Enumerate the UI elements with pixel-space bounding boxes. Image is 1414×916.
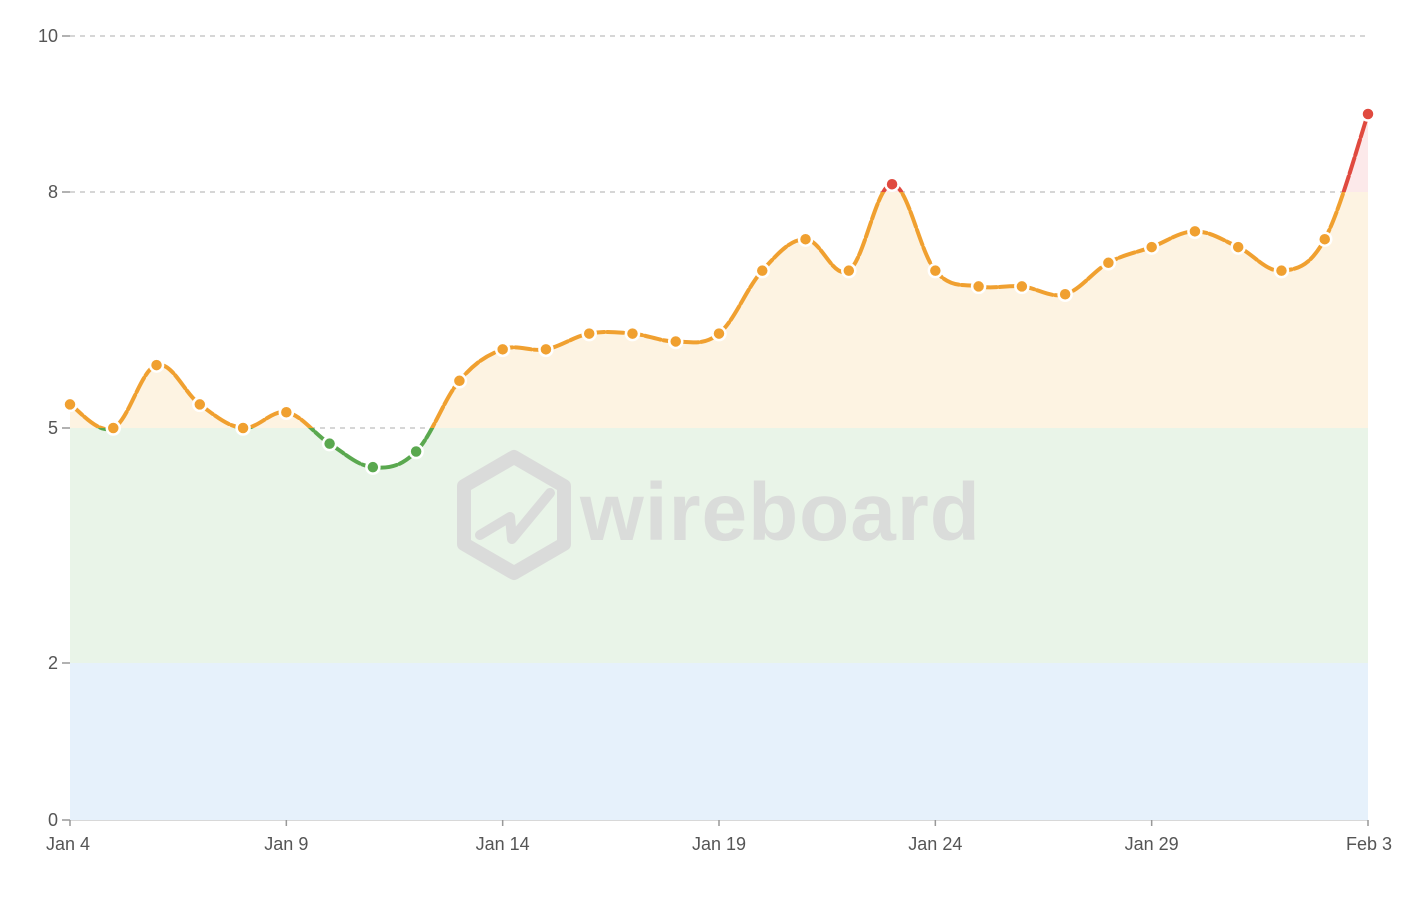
wireboard-watermark: wireboard bbox=[457, 450, 981, 580]
data-point[interactable] bbox=[667, 333, 684, 350]
x-tick-label: Jan 19 bbox=[692, 834, 746, 854]
data-point[interactable] bbox=[581, 325, 597, 342]
data-point[interactable] bbox=[1100, 255, 1117, 271]
data-point[interactable] bbox=[1230, 239, 1246, 255]
data-point[interactable] bbox=[321, 435, 338, 452]
data-point[interactable] bbox=[192, 396, 208, 413]
data-point[interactable] bbox=[711, 325, 727, 342]
y-axis-ticks: 0 2 5 8 10 bbox=[38, 26, 58, 830]
data-point[interactable] bbox=[1360, 106, 1376, 122]
y-tick-label: 5 bbox=[48, 418, 58, 438]
data-point[interactable] bbox=[148, 357, 165, 373]
y-tick-label: 10 bbox=[38, 26, 58, 46]
series-points bbox=[62, 106, 1376, 475]
data-point[interactable] bbox=[884, 176, 900, 192]
y-tick-label: 0 bbox=[48, 810, 58, 830]
data-point[interactable] bbox=[624, 325, 641, 342]
x-tick-label: Feb 3 bbox=[1346, 834, 1392, 854]
y-tick-label: 8 bbox=[48, 182, 58, 202]
band-2 bbox=[70, 192, 1368, 428]
data-point[interactable] bbox=[970, 278, 987, 295]
data-point[interactable] bbox=[1273, 262, 1290, 279]
data-point[interactable] bbox=[841, 262, 857, 279]
band-3 bbox=[70, 114, 1368, 192]
band-0 bbox=[70, 663, 1368, 820]
x-tick-label: Jan 4 bbox=[46, 834, 90, 854]
x-tick-label: Jan 29 bbox=[1125, 834, 1179, 854]
watermark-text: wireboard bbox=[579, 467, 981, 558]
wireboard-logo-icon bbox=[457, 450, 571, 580]
data-point[interactable] bbox=[235, 420, 251, 436]
data-point[interactable] bbox=[754, 262, 771, 279]
y-tick-label: 2 bbox=[48, 653, 58, 673]
data-point[interactable] bbox=[365, 459, 381, 475]
data-point[interactable] bbox=[1143, 239, 1160, 255]
data-point[interactable] bbox=[538, 341, 554, 358]
data-point[interactable] bbox=[1057, 286, 1073, 303]
data-point[interactable] bbox=[408, 443, 424, 460]
data-point[interactable] bbox=[62, 396, 78, 413]
band-1 bbox=[70, 428, 1368, 663]
x-tick-label: Jan 14 bbox=[476, 834, 530, 854]
data-point[interactable] bbox=[278, 404, 295, 421]
x-tick-label: Jan 24 bbox=[908, 834, 962, 854]
data-point[interactable] bbox=[494, 341, 511, 358]
data-point[interactable] bbox=[797, 231, 814, 247]
x-tick-label: Jan 9 bbox=[264, 834, 308, 854]
data-point[interactable] bbox=[451, 373, 468, 389]
x-axis-ticks: Jan 4 Jan 9 Jan 14 Jan 19 Jan 24 Jan 29 Feb 3 bbox=[46, 820, 1392, 854]
data-point[interactable] bbox=[1187, 223, 1203, 240]
data-point[interactable] bbox=[1316, 231, 1333, 247]
data-point[interactable] bbox=[105, 420, 122, 436]
data-point[interactable] bbox=[927, 262, 944, 279]
area-fill bbox=[70, 114, 1368, 820]
data-point[interactable] bbox=[1014, 278, 1030, 295]
